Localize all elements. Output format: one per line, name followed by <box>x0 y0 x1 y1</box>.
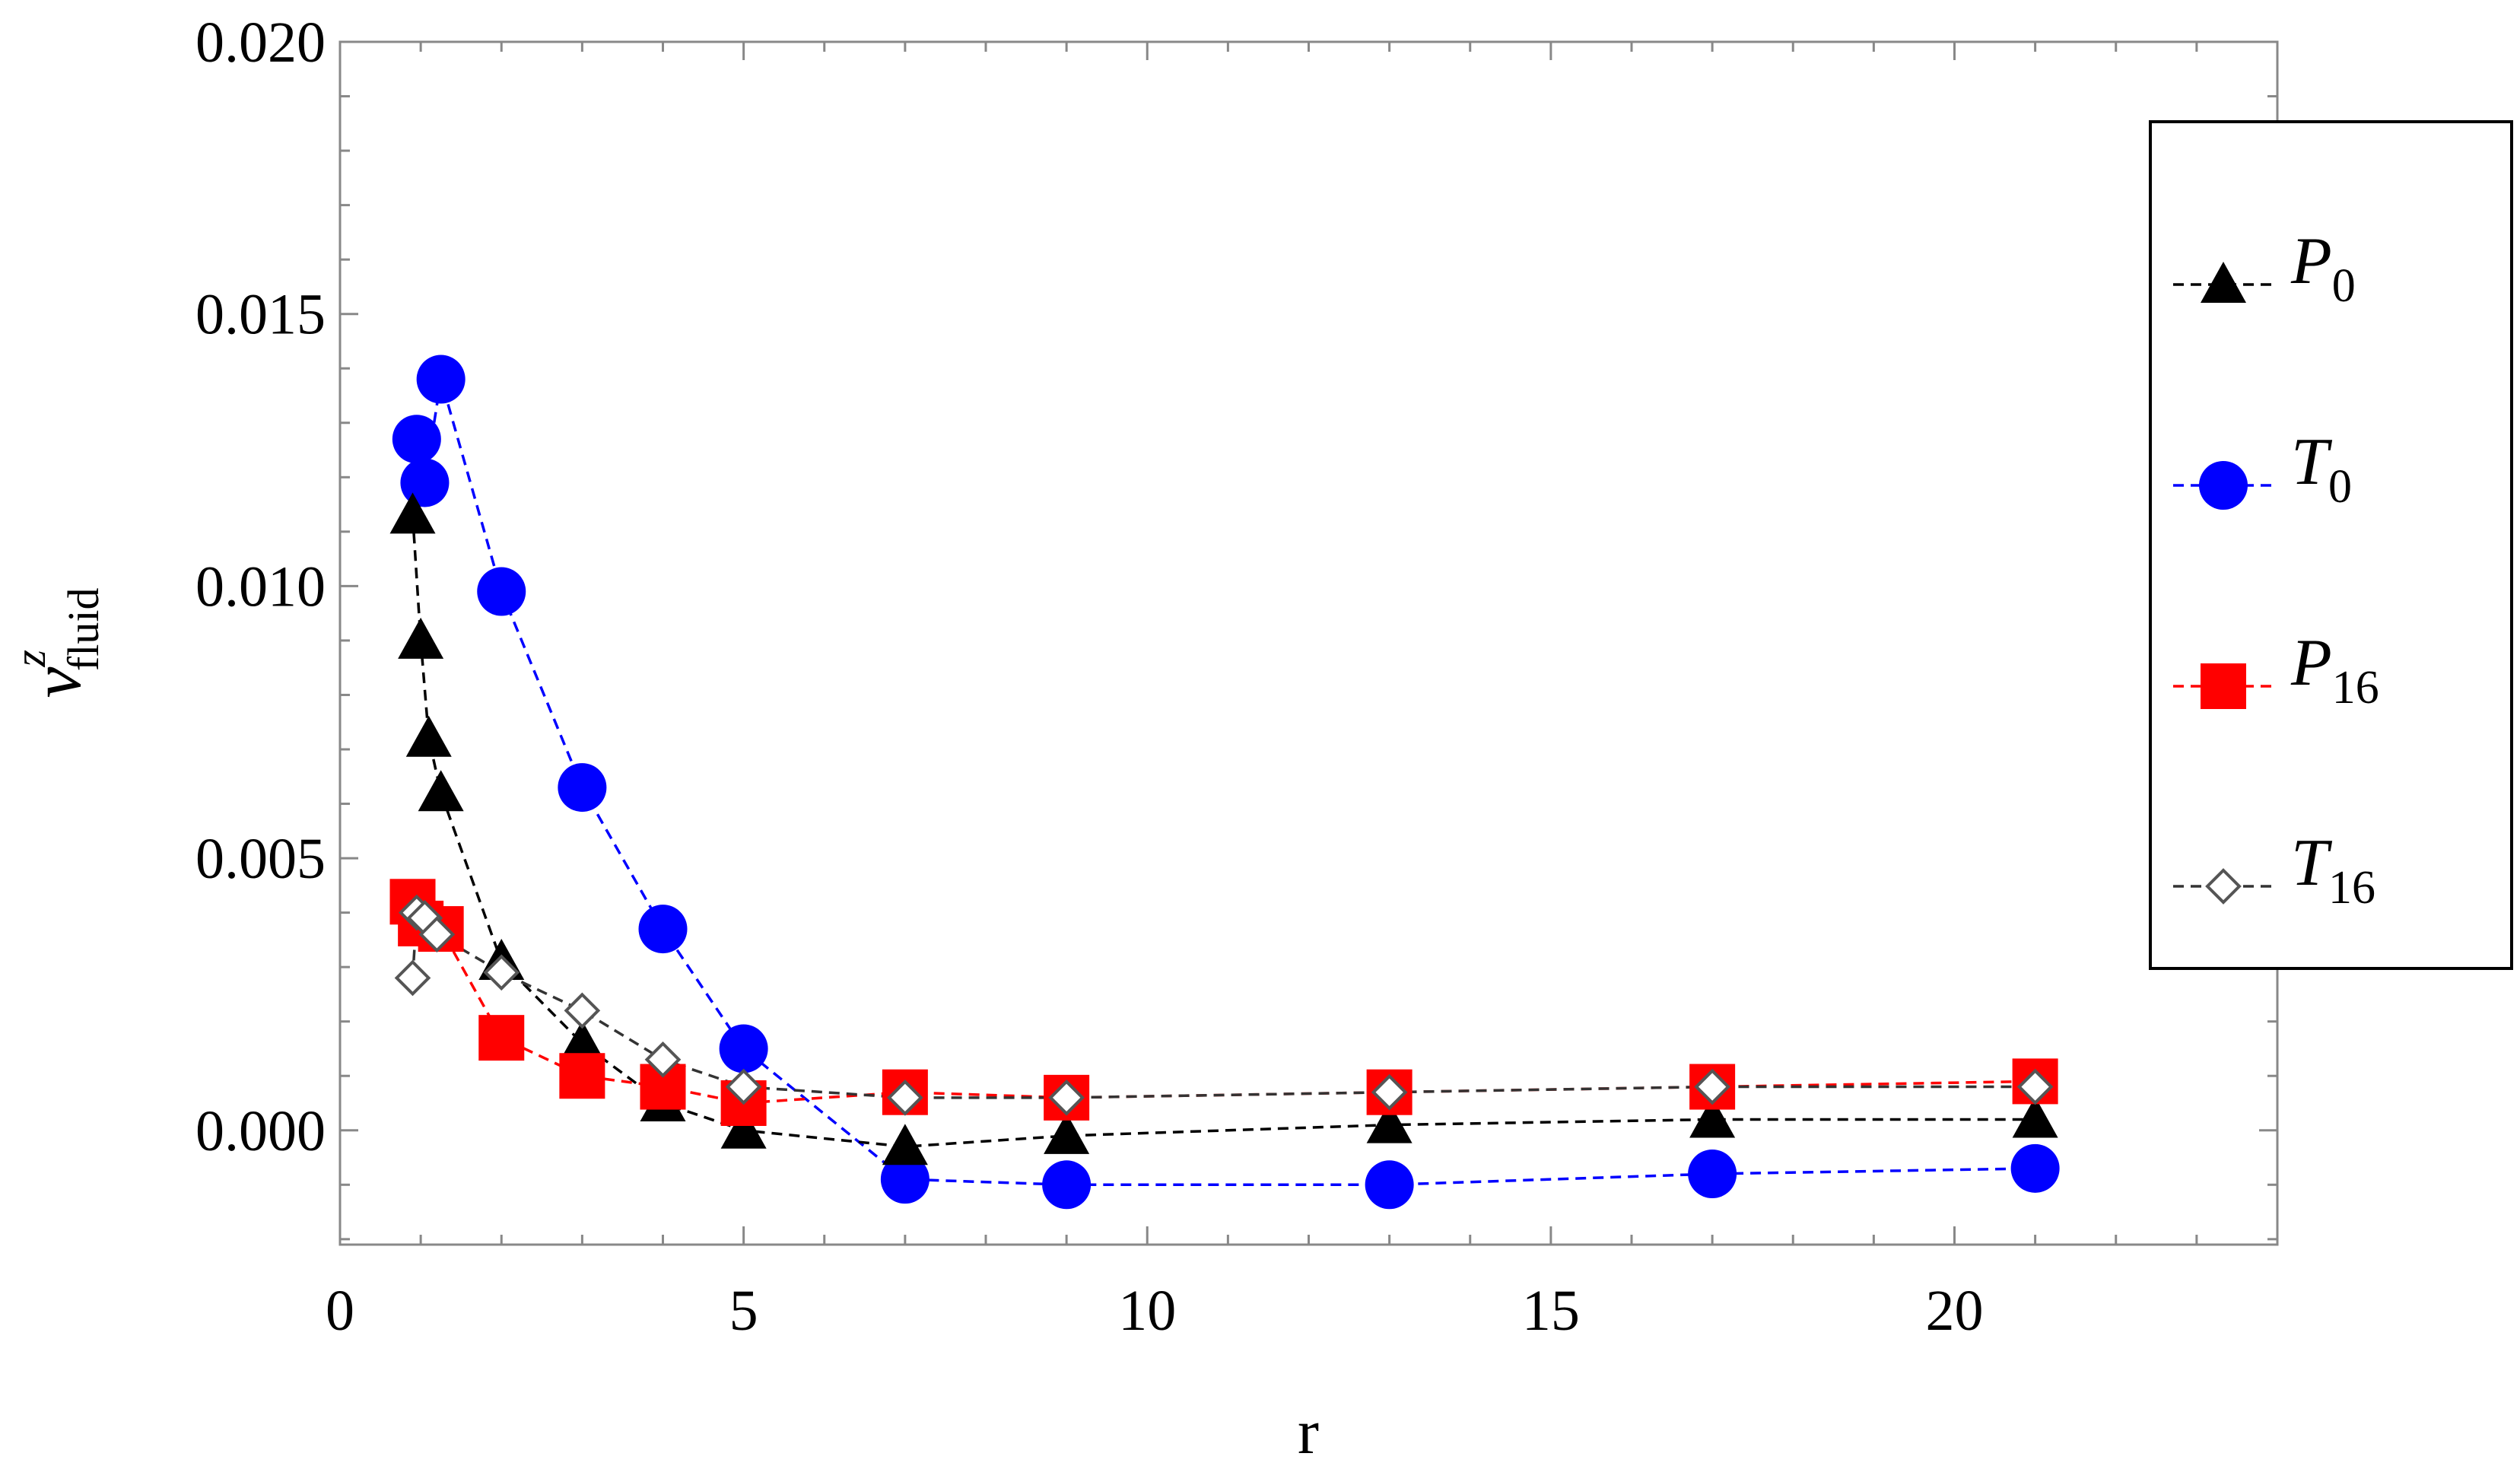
y-tick-label: 0.020 <box>195 11 326 75</box>
legend-item-P0: P0 <box>2173 224 2356 312</box>
plot-frame <box>338 40 2279 1246</box>
x-tick-label: 5 <box>729 1279 758 1343</box>
marker-triangle <box>398 617 444 659</box>
legend-label-base: T <box>2291 826 2333 900</box>
y-axis-title: vzfluid <box>5 588 108 698</box>
legend-item-T16: T16 <box>2173 826 2375 914</box>
y-tick-label: 0.015 <box>195 283 326 347</box>
y-tick-label: 0.000 <box>195 1099 326 1163</box>
marker-circle <box>2199 461 2248 510</box>
marker-square <box>559 1053 605 1099</box>
legend-item-T0: T0 <box>2173 425 2352 513</box>
marker-triangle <box>720 1107 767 1149</box>
marker-triangle <box>1689 1096 1736 1138</box>
series-points-P16 <box>389 879 2058 1126</box>
legend-label: T16 <box>2291 826 2375 914</box>
legend-label: P0 <box>2290 224 2356 312</box>
marker-circle <box>477 567 526 616</box>
marker-circle <box>2010 1143 2060 1193</box>
legend-label: P16 <box>2290 626 2379 714</box>
marker-circle <box>1688 1150 1737 1198</box>
marker-diamond <box>1371 1073 1408 1111</box>
legend-box <box>2149 120 2513 970</box>
y-tick-label: 0.005 <box>195 827 326 891</box>
marker-diamond <box>2205 868 2242 905</box>
marker-diamond <box>2016 1068 2054 1105</box>
marker-triangle <box>1366 1102 1413 1143</box>
series-points-T0 <box>392 355 2060 1210</box>
marker-diamond <box>887 1080 923 1116</box>
marker-triangle <box>1044 1112 1090 1154</box>
marker-diamond <box>1694 1068 1730 1105</box>
marker-diamond <box>725 1068 762 1105</box>
x-tick-label: 15 <box>1522 1279 1580 1343</box>
marker-circle <box>400 458 450 507</box>
x-tick-label: 10 <box>1118 1279 1176 1343</box>
marker-square <box>478 1015 525 1061</box>
marker-circle <box>1365 1160 1414 1210</box>
marker-triangle <box>389 492 436 534</box>
marker-diamond <box>394 959 431 997</box>
x-tick-label: 20 <box>1926 1279 1984 1343</box>
tick-labels: 0 5 10 15 20 0.000 0.005 0.010 0.015 0.020 <box>195 11 1984 1343</box>
legend-label-subscript: 16 <box>2328 862 2375 914</box>
marker-circle <box>558 763 607 813</box>
marker-diamond <box>483 954 520 991</box>
x-axis-title: r <box>1298 1397 1319 1466</box>
marker-triangle <box>2012 1096 2058 1138</box>
marker-diamond <box>564 992 601 1029</box>
marker-triangle <box>559 1020 605 1062</box>
series-points-P0 <box>389 492 2058 1165</box>
marker-square <box>2201 663 2246 709</box>
legend-label-base: P <box>2290 626 2332 700</box>
legend-label-subscript: 16 <box>2332 662 2379 714</box>
legend-item-P16: P16 <box>2173 626 2379 714</box>
legend-label-base: P <box>2290 224 2332 298</box>
legend-label-subscript: 0 <box>2328 461 2352 513</box>
ticks <box>338 40 2279 1245</box>
marker-circle <box>416 355 466 404</box>
y-axis-title-base: v <box>17 666 95 698</box>
marker-diamond <box>1048 1080 1085 1116</box>
marker-circle <box>1042 1160 1092 1210</box>
y-axis-title-subscript: fluid <box>59 588 108 672</box>
marker-circle <box>719 1024 768 1073</box>
marker-triangle <box>405 715 452 757</box>
svg-text:vzfluid: vzfluid <box>5 588 108 698</box>
legend-label-subscript: 0 <box>2332 260 2356 312</box>
marker-diamond <box>644 1041 682 1078</box>
y-axis-title-superscript: z <box>5 650 55 668</box>
y-tick-label: 0.010 <box>195 555 326 619</box>
marker-triangle <box>882 1124 928 1165</box>
marker-triangle <box>2201 262 2246 303</box>
legend-label: T0 <box>2291 425 2352 513</box>
legend-label-base: T <box>2291 425 2333 499</box>
x-tick-label: 0 <box>326 1279 354 1343</box>
marker-triangle <box>418 770 464 812</box>
series-points-T16 <box>394 894 2054 1116</box>
series-markers <box>389 355 2060 1210</box>
marker-diamond <box>418 916 456 953</box>
marker-circle <box>638 905 688 954</box>
marker-circle <box>392 415 441 464</box>
marker-circle <box>880 1155 930 1204</box>
